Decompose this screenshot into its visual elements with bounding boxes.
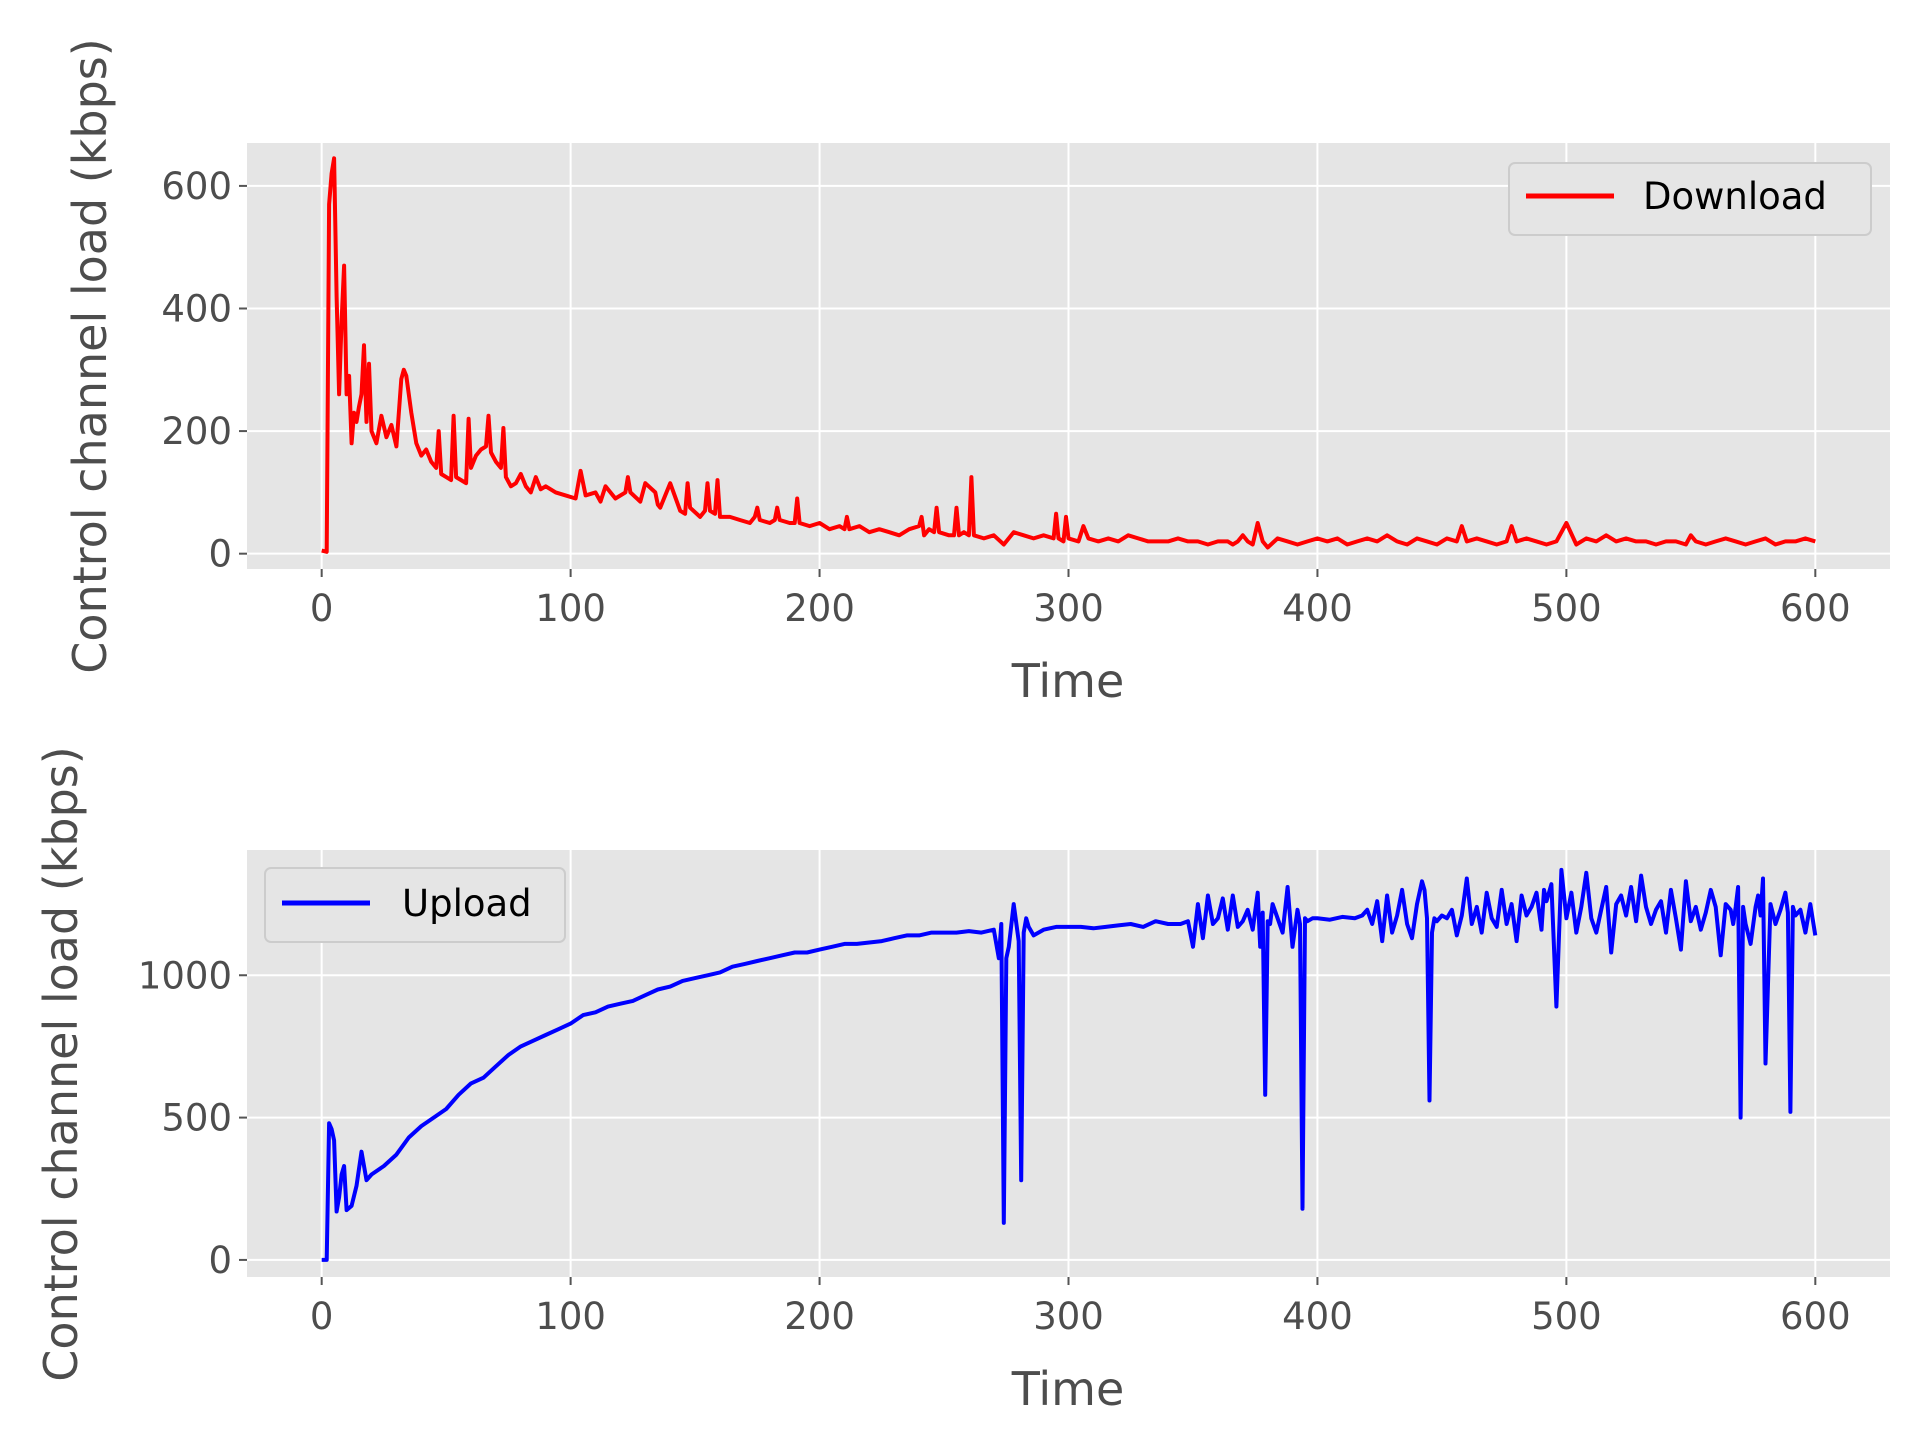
download-x-tick-label: 0 bbox=[310, 587, 334, 630]
upload-x-axis-label: Time bbox=[1011, 1362, 1125, 1416]
upload-y-grid bbox=[247, 974, 1890, 1261]
upload-legend-label: Upload bbox=[402, 882, 532, 925]
upload-y-ticks: 0 500 1000 bbox=[138, 954, 247, 1282]
download-y-tick-label: 200 bbox=[161, 410, 232, 453]
upload-panel: 0 100 200 300 400 500 600 0 500 1000 Time Contro… bbox=[34, 746, 1890, 1416]
download-y-tick-label: 400 bbox=[161, 287, 232, 330]
download-legend: Download bbox=[1508, 162, 1872, 236]
download-x-tick-label: 600 bbox=[1780, 587, 1851, 630]
download-x-tick-label: 100 bbox=[535, 587, 606, 630]
upload-x-grid bbox=[320, 850, 1817, 1277]
upload-x-tick-label: 500 bbox=[1531, 1295, 1602, 1338]
upload-y-tick-label: 500 bbox=[161, 1097, 232, 1140]
upload-x-tick-label: 600 bbox=[1780, 1295, 1851, 1338]
upload-legend: Upload bbox=[264, 867, 566, 943]
download-y-ticks: 0 200 400 600 bbox=[161, 165, 247, 576]
upload-series-line bbox=[321, 867, 1818, 1262]
download-y-tick-label: 0 bbox=[208, 533, 232, 576]
upload-x-ticks: 0 100 200 300 400 500 600 bbox=[310, 1277, 1851, 1338]
download-x-tick-label: 200 bbox=[784, 587, 855, 630]
upload-x-tick-label: 0 bbox=[310, 1295, 334, 1338]
download-legend-label: Download bbox=[1643, 175, 1827, 218]
upload-x-tick-label: 100 bbox=[535, 1295, 606, 1338]
download-x-grid bbox=[320, 143, 1817, 569]
download-x-ticks: 0 100 200 300 400 500 600 bbox=[310, 569, 1851, 630]
download-x-tick-label: 300 bbox=[1033, 587, 1104, 630]
upload-x-tick-label: 400 bbox=[1282, 1295, 1353, 1338]
upload-x-tick-label: 300 bbox=[1033, 1295, 1104, 1338]
download-panel: 0 100 200 300 400 500 600 0 200 400 600 Time Cont… bbox=[63, 38, 1890, 708]
download-x-axis-label: Time bbox=[1011, 654, 1125, 708]
download-y-tick-label: 600 bbox=[161, 165, 232, 208]
upload-x-tick-label: 200 bbox=[784, 1295, 855, 1338]
download-series-line bbox=[321, 156, 1816, 554]
download-legend-box bbox=[1508, 162, 1872, 236]
upload-legend-box bbox=[264, 867, 566, 943]
download-x-tick-label: 400 bbox=[1282, 587, 1353, 630]
upload-y-tick-label: 1000 bbox=[138, 954, 232, 997]
upload-y-tick-label: 0 bbox=[208, 1239, 232, 1282]
download-y-axis-label: Control channel load (kbps) bbox=[63, 38, 117, 673]
upload-y-axis-label: Control channel load (kbps) bbox=[34, 746, 88, 1381]
download-x-tick-label: 500 bbox=[1531, 587, 1602, 630]
